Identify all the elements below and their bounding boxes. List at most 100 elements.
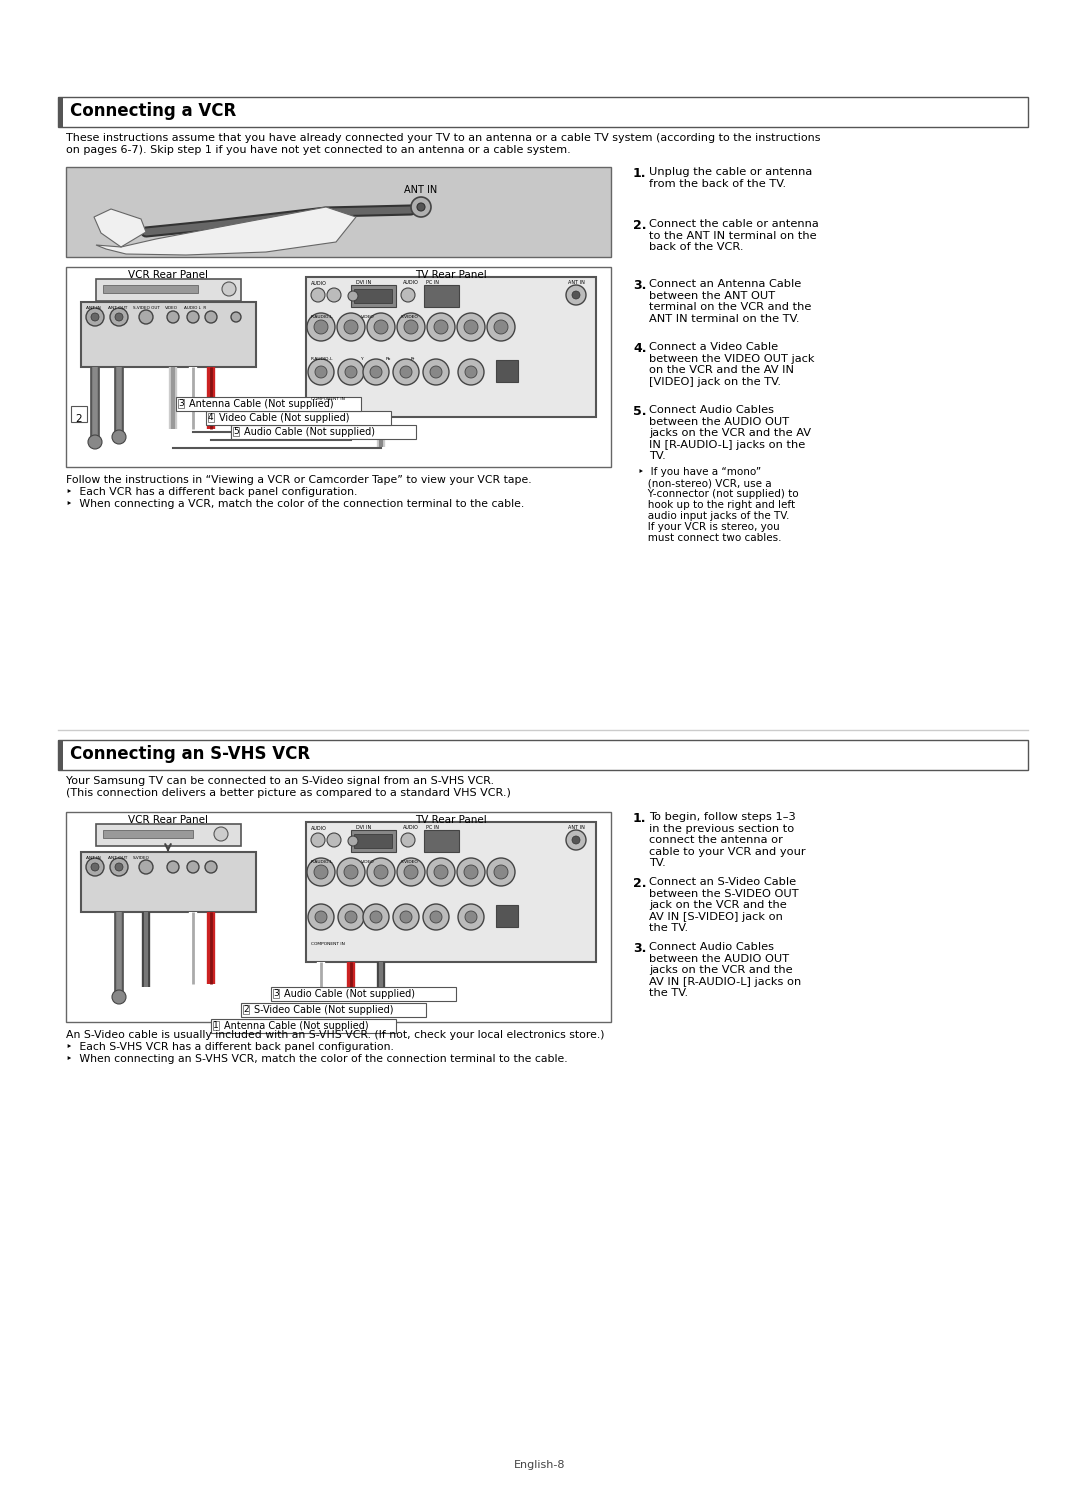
Text: S-Video Cable (Not supplied): S-Video Cable (Not supplied) [254,1005,393,1016]
Circle shape [572,291,580,299]
Circle shape [231,312,241,323]
Bar [66,167,611,257]
Circle shape [393,358,419,385]
Circle shape [345,912,357,923]
Circle shape [423,358,449,385]
Text: Follow the instructions in “Viewing a VCR or Camcorder Tape” to view your VCR ta: Follow the instructions in “Viewing a VC… [66,474,531,485]
Text: Connect Audio Cables
between the AUDIO OUT
jacks on the VCR and the
AV IN [R-AUD: Connect Audio Cables between the AUDIO O… [649,941,801,998]
Circle shape [464,865,478,879]
Circle shape [86,308,104,326]
Text: DVI IN: DVI IN [356,280,372,286]
Text: An S-Video cable is usually included with an S-VHS VCR. (If not, check your loca: An S-Video cable is usually included wit… [66,1030,605,1039]
Text: R-AUDIO-L: R-AUDIO-L [311,315,334,320]
Circle shape [458,904,484,929]
Circle shape [427,858,455,886]
Text: AUDIO: AUDIO [311,825,327,831]
Circle shape [114,862,123,871]
Polygon shape [94,210,146,247]
Text: Audio Cable (Not supplied): Audio Cable (Not supplied) [244,427,375,437]
Bar [354,288,392,303]
Text: R-AUDIO-L: R-AUDIO-L [311,357,334,361]
Text: PC IN: PC IN [426,280,438,286]
Text: AUDIO: AUDIO [403,825,419,830]
Circle shape [345,865,357,879]
Circle shape [465,912,477,923]
Text: 2.: 2. [633,219,647,232]
Circle shape [411,196,431,217]
Bar [81,852,256,912]
Text: Connecting an S-VHS VCR: Connecting an S-VHS VCR [70,745,310,763]
Text: COMPONENT IN: COMPONENT IN [311,941,345,946]
Text: TV Rear Panel: TV Rear Panel [415,815,487,825]
Bar [66,268,611,467]
Circle shape [327,833,341,848]
Text: R-AUDIO-L: R-AUDIO-L [311,859,334,864]
Text: 2.: 2. [633,877,647,891]
Circle shape [464,320,478,335]
Text: VCR Rear Panel: VCR Rear Panel [129,271,208,280]
Circle shape [430,912,442,923]
Text: S-VIDEO: S-VIDEO [401,315,419,320]
Text: Y-connector (not supplied) to: Y-connector (not supplied) to [638,489,798,500]
Circle shape [205,311,217,323]
Circle shape [205,861,217,873]
Circle shape [457,858,485,886]
Circle shape [348,291,357,300]
Circle shape [338,904,364,929]
Bar [71,406,87,422]
Text: Pb: Pb [386,357,391,361]
Text: Connect the cable or antenna
to the ANT IN terminal on the
back of the VCR.: Connect the cable or antenna to the ANT … [649,219,819,253]
Circle shape [430,366,442,378]
Bar [96,280,241,300]
Text: AUDIO: AUDIO [311,281,327,286]
Text: VIDEO: VIDEO [361,859,375,864]
Bar [211,1019,396,1033]
Circle shape [315,912,327,923]
Circle shape [337,858,365,886]
Circle shape [187,311,199,323]
Circle shape [308,358,334,385]
Circle shape [566,286,586,305]
Text: ‣  Each VCR has a different back panel configuration.: ‣ Each VCR has a different back panel co… [66,488,357,497]
Text: ‣  When connecting a VCR, match the color of the connection terminal to the cabl: ‣ When connecting a VCR, match the color… [66,500,524,509]
Circle shape [487,858,515,886]
Circle shape [367,312,395,341]
Circle shape [167,311,179,323]
Text: ANT IN: ANT IN [86,306,100,309]
Text: 5: 5 [233,427,239,436]
Text: COMPONENT IN: COMPONENT IN [311,397,345,401]
Bar [81,302,256,367]
Text: 2: 2 [76,413,82,424]
Text: ANT IN: ANT IN [86,857,100,859]
Bar [58,741,63,770]
Circle shape [404,320,418,335]
Circle shape [458,358,484,385]
Text: PC IN: PC IN [426,825,438,830]
Circle shape [363,358,389,385]
Bar [66,812,611,1022]
Circle shape [314,320,328,335]
Circle shape [566,830,586,851]
Circle shape [214,827,228,842]
Circle shape [363,904,389,929]
Bar [58,97,1028,126]
Text: hook up to the right and left: hook up to the right and left [638,500,795,510]
Text: ANT IN: ANT IN [568,825,585,830]
Circle shape [401,288,415,302]
Circle shape [222,283,237,296]
Bar [496,360,518,382]
Text: 2: 2 [243,1005,248,1014]
Bar [351,286,396,306]
Circle shape [338,358,364,385]
Bar [176,397,361,410]
Circle shape [404,865,418,879]
Circle shape [487,312,515,341]
Text: 4.: 4. [633,342,647,355]
Text: VIDEO: VIDEO [361,315,375,320]
Bar [351,830,396,852]
Text: 3.: 3. [633,941,646,955]
Text: ANT OUT: ANT OUT [108,857,127,859]
Circle shape [401,833,415,848]
Circle shape [367,858,395,886]
Circle shape [315,366,327,378]
